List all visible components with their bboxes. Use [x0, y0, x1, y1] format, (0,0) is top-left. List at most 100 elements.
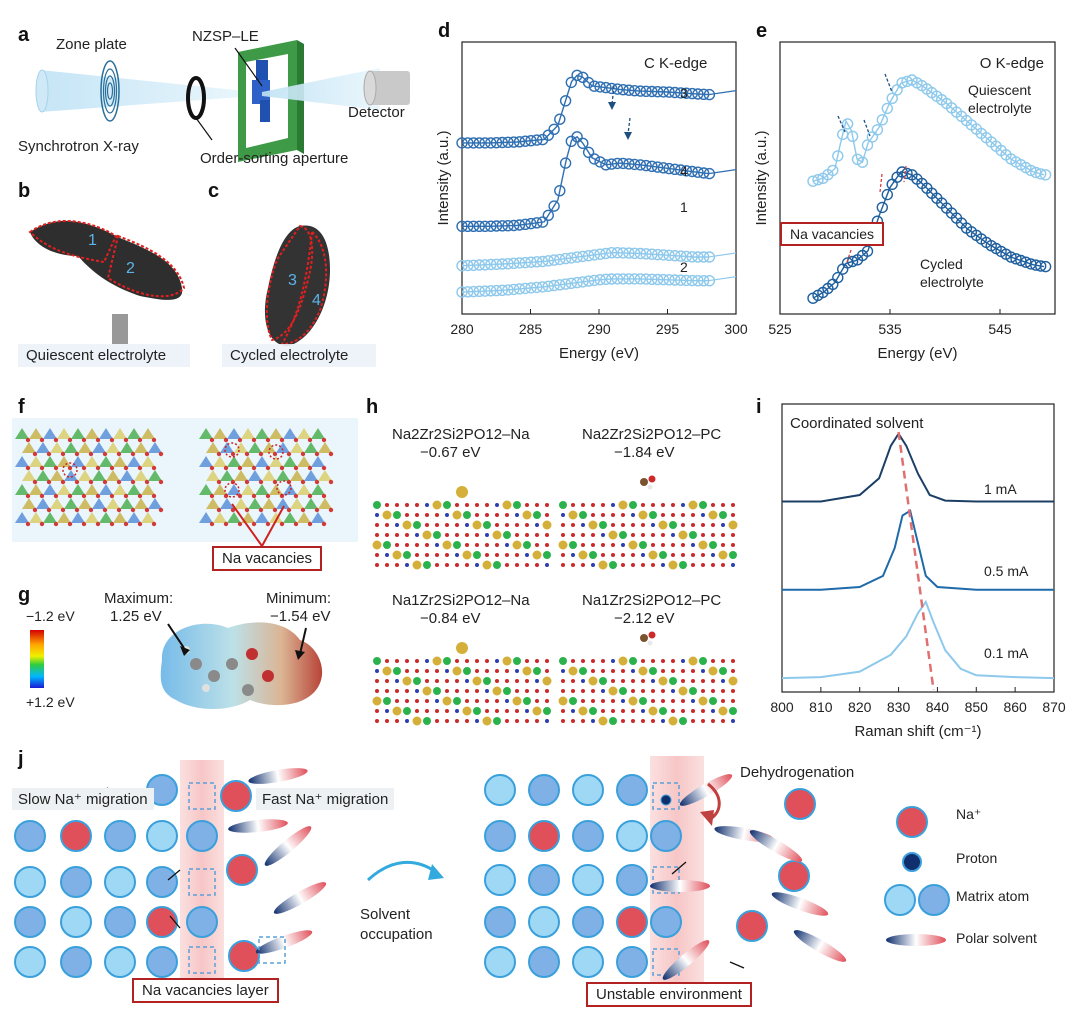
h-slab-1-atom-12	[495, 503, 499, 507]
h-slab-2-atom-120	[679, 561, 687, 569]
h-slab-1-atom-9	[465, 503, 469, 507]
d-arrow-3-head	[608, 102, 616, 110]
h-slab-3-atom-36	[375, 679, 379, 683]
d-series-2-point-25	[600, 247, 612, 260]
d-series-2-point-5	[485, 258, 497, 271]
h-slab-4-atom-74	[581, 699, 585, 703]
h-slab-1-atom-69	[525, 533, 529, 537]
f-right-tetra-5	[269, 428, 283, 439]
h-slab-3-atom-44	[455, 679, 459, 683]
h-slab-1-atom-56	[395, 533, 399, 537]
h-slab-2-atom-87	[709, 541, 717, 549]
d-series-1-point-9	[508, 219, 520, 232]
j-right-atom-4-1	[528, 946, 560, 978]
h-slab-4-atom-75	[591, 699, 595, 703]
d-series-3-point-1	[462, 286, 474, 298]
h-slab-4-atom-60	[619, 687, 627, 695]
d-series-3-point-42	[698, 275, 710, 287]
h-slab-4-atom-66	[678, 686, 688, 696]
h-slab-3-atom-52	[535, 679, 539, 683]
h-slab-1-atom-59	[422, 530, 432, 540]
h-slab-3-atom-69	[525, 689, 529, 693]
d-series-2-point-12	[525, 256, 537, 268]
g-max-label: Maximum:	[104, 590, 174, 607]
f-right-tetra-4	[255, 428, 269, 439]
h-slab-4-atom-80	[639, 697, 647, 705]
h-slab-3-atom-62	[455, 689, 459, 693]
d-series-0-point-38	[675, 87, 687, 99]
f-left-tetra-14	[78, 442, 92, 453]
h-slab-3-atom-87	[523, 697, 531, 705]
d-series-0-point-43	[703, 88, 716, 101]
min-pointer	[299, 627, 307, 655]
e-series-0-point-14	[876, 114, 888, 126]
h-slab-3-atom-16	[535, 659, 539, 663]
d-series-1-point-0	[456, 220, 468, 233]
d-series-3-point-16	[548, 279, 560, 292]
h-slab-1-atom-90	[375, 553, 379, 557]
f-left-tetra-58	[134, 498, 148, 509]
h-slab-1-atom-66	[492, 530, 502, 540]
j-right-atom-2-0	[484, 864, 516, 896]
j-right-atom-0-1	[528, 774, 560, 806]
min-pointer-head	[295, 650, 305, 660]
h-slab-2-atom-96	[621, 553, 625, 557]
d-series-0-point-37	[669, 86, 681, 99]
f-left-tetra-11	[36, 442, 50, 453]
h-slab-1-atom-55	[385, 533, 389, 537]
h-slab-3-atom-20	[393, 667, 401, 675]
h-slab-4-atom-64	[661, 689, 665, 693]
max-pointer-head	[180, 646, 190, 656]
h-slab-1-atom-4	[415, 503, 419, 507]
h-slab-4-atom-24	[621, 669, 625, 673]
h-slab-3-atom-108	[375, 719, 379, 723]
f-right-tetra-43	[297, 484, 311, 495]
h-slab-1-atom-73	[383, 541, 391, 549]
h-slab-2-atom-15	[711, 503, 715, 507]
h-slab-2-atom-94	[601, 553, 605, 557]
h-slab-3-atom-123	[525, 719, 529, 723]
j-right-atom-1-2	[572, 820, 604, 852]
h-slab-3-atom-84	[495, 699, 499, 703]
h-slab-2-atom-74	[581, 543, 585, 547]
h-slab-1-atom-109	[385, 563, 389, 567]
f-left-tetra-26	[99, 456, 113, 467]
h-slab-4-atom-89	[731, 699, 735, 703]
h-slab-2-atom-123	[711, 563, 715, 567]
d-series-2-point-34	[651, 248, 664, 261]
i-series-2-label: 0.1 mA	[984, 645, 1029, 661]
d-series-2-label: 1	[680, 199, 688, 215]
e-xtick-label-0: 525	[768, 321, 792, 337]
h-slab-3-atom-56	[395, 689, 399, 693]
f-right-tetra-53	[318, 498, 332, 509]
h-slab-3-atom-82	[475, 699, 479, 703]
f-right-tetra-11	[234, 442, 248, 453]
h-slab-2-atom-30	[681, 513, 685, 517]
d-series-0-point-9	[508, 136, 520, 148]
f-right-tetra-38	[227, 484, 241, 495]
h-slab-2-atom-121	[691, 563, 695, 567]
h-slab-2-atom-81	[651, 543, 655, 547]
h-slab-4-atom-36	[561, 679, 565, 683]
f-left-tetra-62	[43, 512, 57, 523]
h-slab-4-atom-45	[651, 679, 655, 683]
h-slab-2-atom-105	[711, 553, 715, 557]
h-slab-1-atom-25	[445, 513, 449, 517]
h-slab-3-atom-60	[433, 687, 441, 695]
d-series-2-point-10	[513, 257, 526, 269]
h-slab-4-atom-76	[601, 699, 605, 703]
h-slab-2-atom-52	[721, 523, 725, 527]
f-left-tetra-32	[50, 470, 64, 481]
h-slab-3-atom-70	[535, 689, 539, 693]
h-slab-1-atom-80	[453, 541, 461, 549]
panel-label-h: h	[366, 396, 379, 418]
caption-cycled: Cycled electrolyte	[222, 344, 376, 367]
h-slab-4-atom-92	[578, 706, 588, 716]
h-slab-3-atom-7	[443, 657, 451, 665]
e-arrows-bottom	[846, 165, 907, 263]
h-slab-2-atom-41	[611, 523, 615, 527]
d-series-0-point-6	[490, 136, 503, 149]
h-slab-3-atom-81	[465, 699, 469, 703]
h-slab-1-atom-88	[535, 543, 539, 547]
j-left-atom-4-2	[104, 946, 136, 978]
